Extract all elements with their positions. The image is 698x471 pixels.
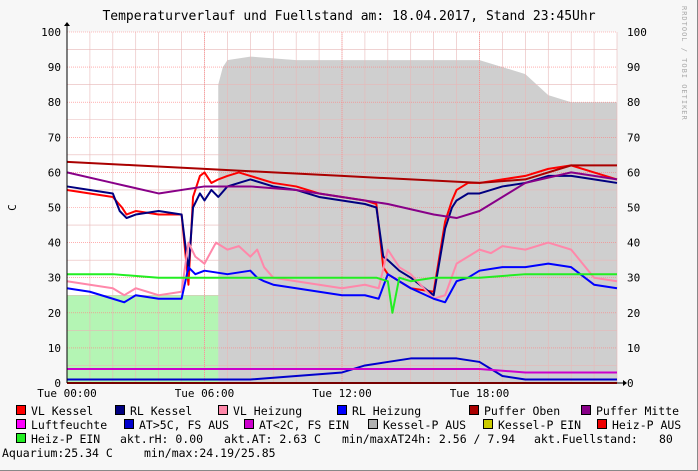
legend-item-heiz-p-ein: Heiz-P EIN xyxy=(16,432,100,446)
y-tick-label-left: 10 xyxy=(48,342,61,355)
legend-item-vl-kessel: VL Kessel xyxy=(16,404,93,418)
y-tick-label-right: 90 xyxy=(627,61,640,74)
legend-swatch xyxy=(16,419,26,429)
legend-swatch xyxy=(124,419,134,429)
rrdtool-watermark: RRDTOOL / TOBI OETIKER xyxy=(680,6,688,121)
y-tick-label-right: 30 xyxy=(627,272,640,285)
legend-item-rl-kessel: RL Kessel xyxy=(115,404,192,418)
legend-item-puffer-mitte: Puffer Mitte xyxy=(581,404,679,418)
legend-item-rl-heizung: RL Heizung xyxy=(337,404,421,418)
y-tick-label-left: 30 xyxy=(48,272,61,285)
y-tick-label-right: 40 xyxy=(627,237,640,250)
info-rh: akt.rH: 0.00 xyxy=(120,432,204,446)
info-aquarium-minmax: min/max:24.19/25.85 xyxy=(144,446,276,460)
legend-item-at-above-5: AT>5C, FS AUS xyxy=(124,418,229,432)
info-aquarium: Aquarium:25.34 C xyxy=(2,446,113,460)
y-tick-label-left: 20 xyxy=(48,307,61,320)
legend-swatch xyxy=(597,419,607,429)
info-minmax-at: min/maxAT24h: 2.56 / 7.94 xyxy=(342,432,516,446)
y-tick-label-left: 40 xyxy=(48,237,61,250)
series-line-5 xyxy=(66,171,618,220)
y-tick-label-right: 60 xyxy=(627,166,640,179)
info-fuellstand-value: 80 xyxy=(659,432,673,446)
legend-swatch xyxy=(483,419,493,429)
series-line-8 xyxy=(67,367,617,374)
legend-swatch xyxy=(244,419,254,429)
legend-swatch xyxy=(115,405,125,415)
y-tick-label-left: 80 xyxy=(48,96,61,109)
legend-swatch xyxy=(469,405,479,415)
legend-swatch xyxy=(16,433,26,443)
x-tick-label: Tue 12:00 xyxy=(312,387,372,400)
y-tick-label-right: 20 xyxy=(627,307,640,320)
legend-swatch xyxy=(16,405,26,415)
x-tick-label: Tue 18:00 xyxy=(450,387,510,400)
series-line-3 xyxy=(66,262,618,304)
y-axis-arrow xyxy=(64,22,70,26)
y-tick-label-right: 50 xyxy=(627,202,640,215)
legend-item-kessel-p-aus: Kessel-P AUS xyxy=(368,418,466,432)
legend-swatch xyxy=(218,405,228,415)
legend-swatch xyxy=(368,419,378,429)
series-line-4 xyxy=(66,160,617,184)
info-fuellstand-label: akt.Fuellstand: xyxy=(534,432,638,446)
series-line-7 xyxy=(67,357,617,381)
series-area-9 xyxy=(218,56,617,383)
y-tick-label-left: 90 xyxy=(48,61,61,74)
series-line-1 xyxy=(66,174,618,297)
legend-swatch xyxy=(337,405,347,415)
chart-title: Temperaturverlauf und Fuellstand am: 18.… xyxy=(102,9,596,24)
legend-item-at-below-2: AT<2C, FS EIN xyxy=(244,418,349,432)
x-tick-label: Tue 00:00 xyxy=(37,387,97,400)
y-tick-label-right: 80 xyxy=(627,96,640,109)
legend-item-heiz-p-aus: Heiz-P AUS xyxy=(597,418,681,432)
series-line-2 xyxy=(66,241,618,300)
y-tick-label-right: 0 xyxy=(627,377,634,390)
x-axis-arrow xyxy=(623,380,627,386)
legend-item-puffer-oben: Puffer Oben xyxy=(469,404,560,418)
y-tick-label-left: 60 xyxy=(48,166,61,179)
y-tick-label-left: 100 xyxy=(41,26,61,39)
y-tick-label-right: 10 xyxy=(627,342,640,355)
info-at: akt.AT: 2.63 C xyxy=(224,432,321,446)
series-line-12 xyxy=(67,273,617,314)
legend-swatch xyxy=(581,405,591,415)
y-tick-label-left: 50 xyxy=(48,202,61,215)
y-axis-label: C xyxy=(6,204,19,211)
legend-item-luftfeuchte: Luftfeuchte xyxy=(16,418,107,432)
x-tick-label: Tue 06:00 xyxy=(175,387,235,400)
chart-svg: 0 0 10 10 20 20 30 30 40 40 50 50 60 60 70 70 80 80 90 90 10… xyxy=(6,22,647,400)
y-tick-label-left: 70 xyxy=(48,131,61,144)
y-tick-label-right: 100 xyxy=(627,26,647,39)
y-tick-label-right: 70 xyxy=(627,131,640,144)
legend-item-vl-heizung: VL Heizung xyxy=(218,404,302,418)
legend-item-kessel-p-ein: Kessel-P EIN xyxy=(483,418,581,432)
y-tick-label-left: 0 xyxy=(54,377,61,390)
